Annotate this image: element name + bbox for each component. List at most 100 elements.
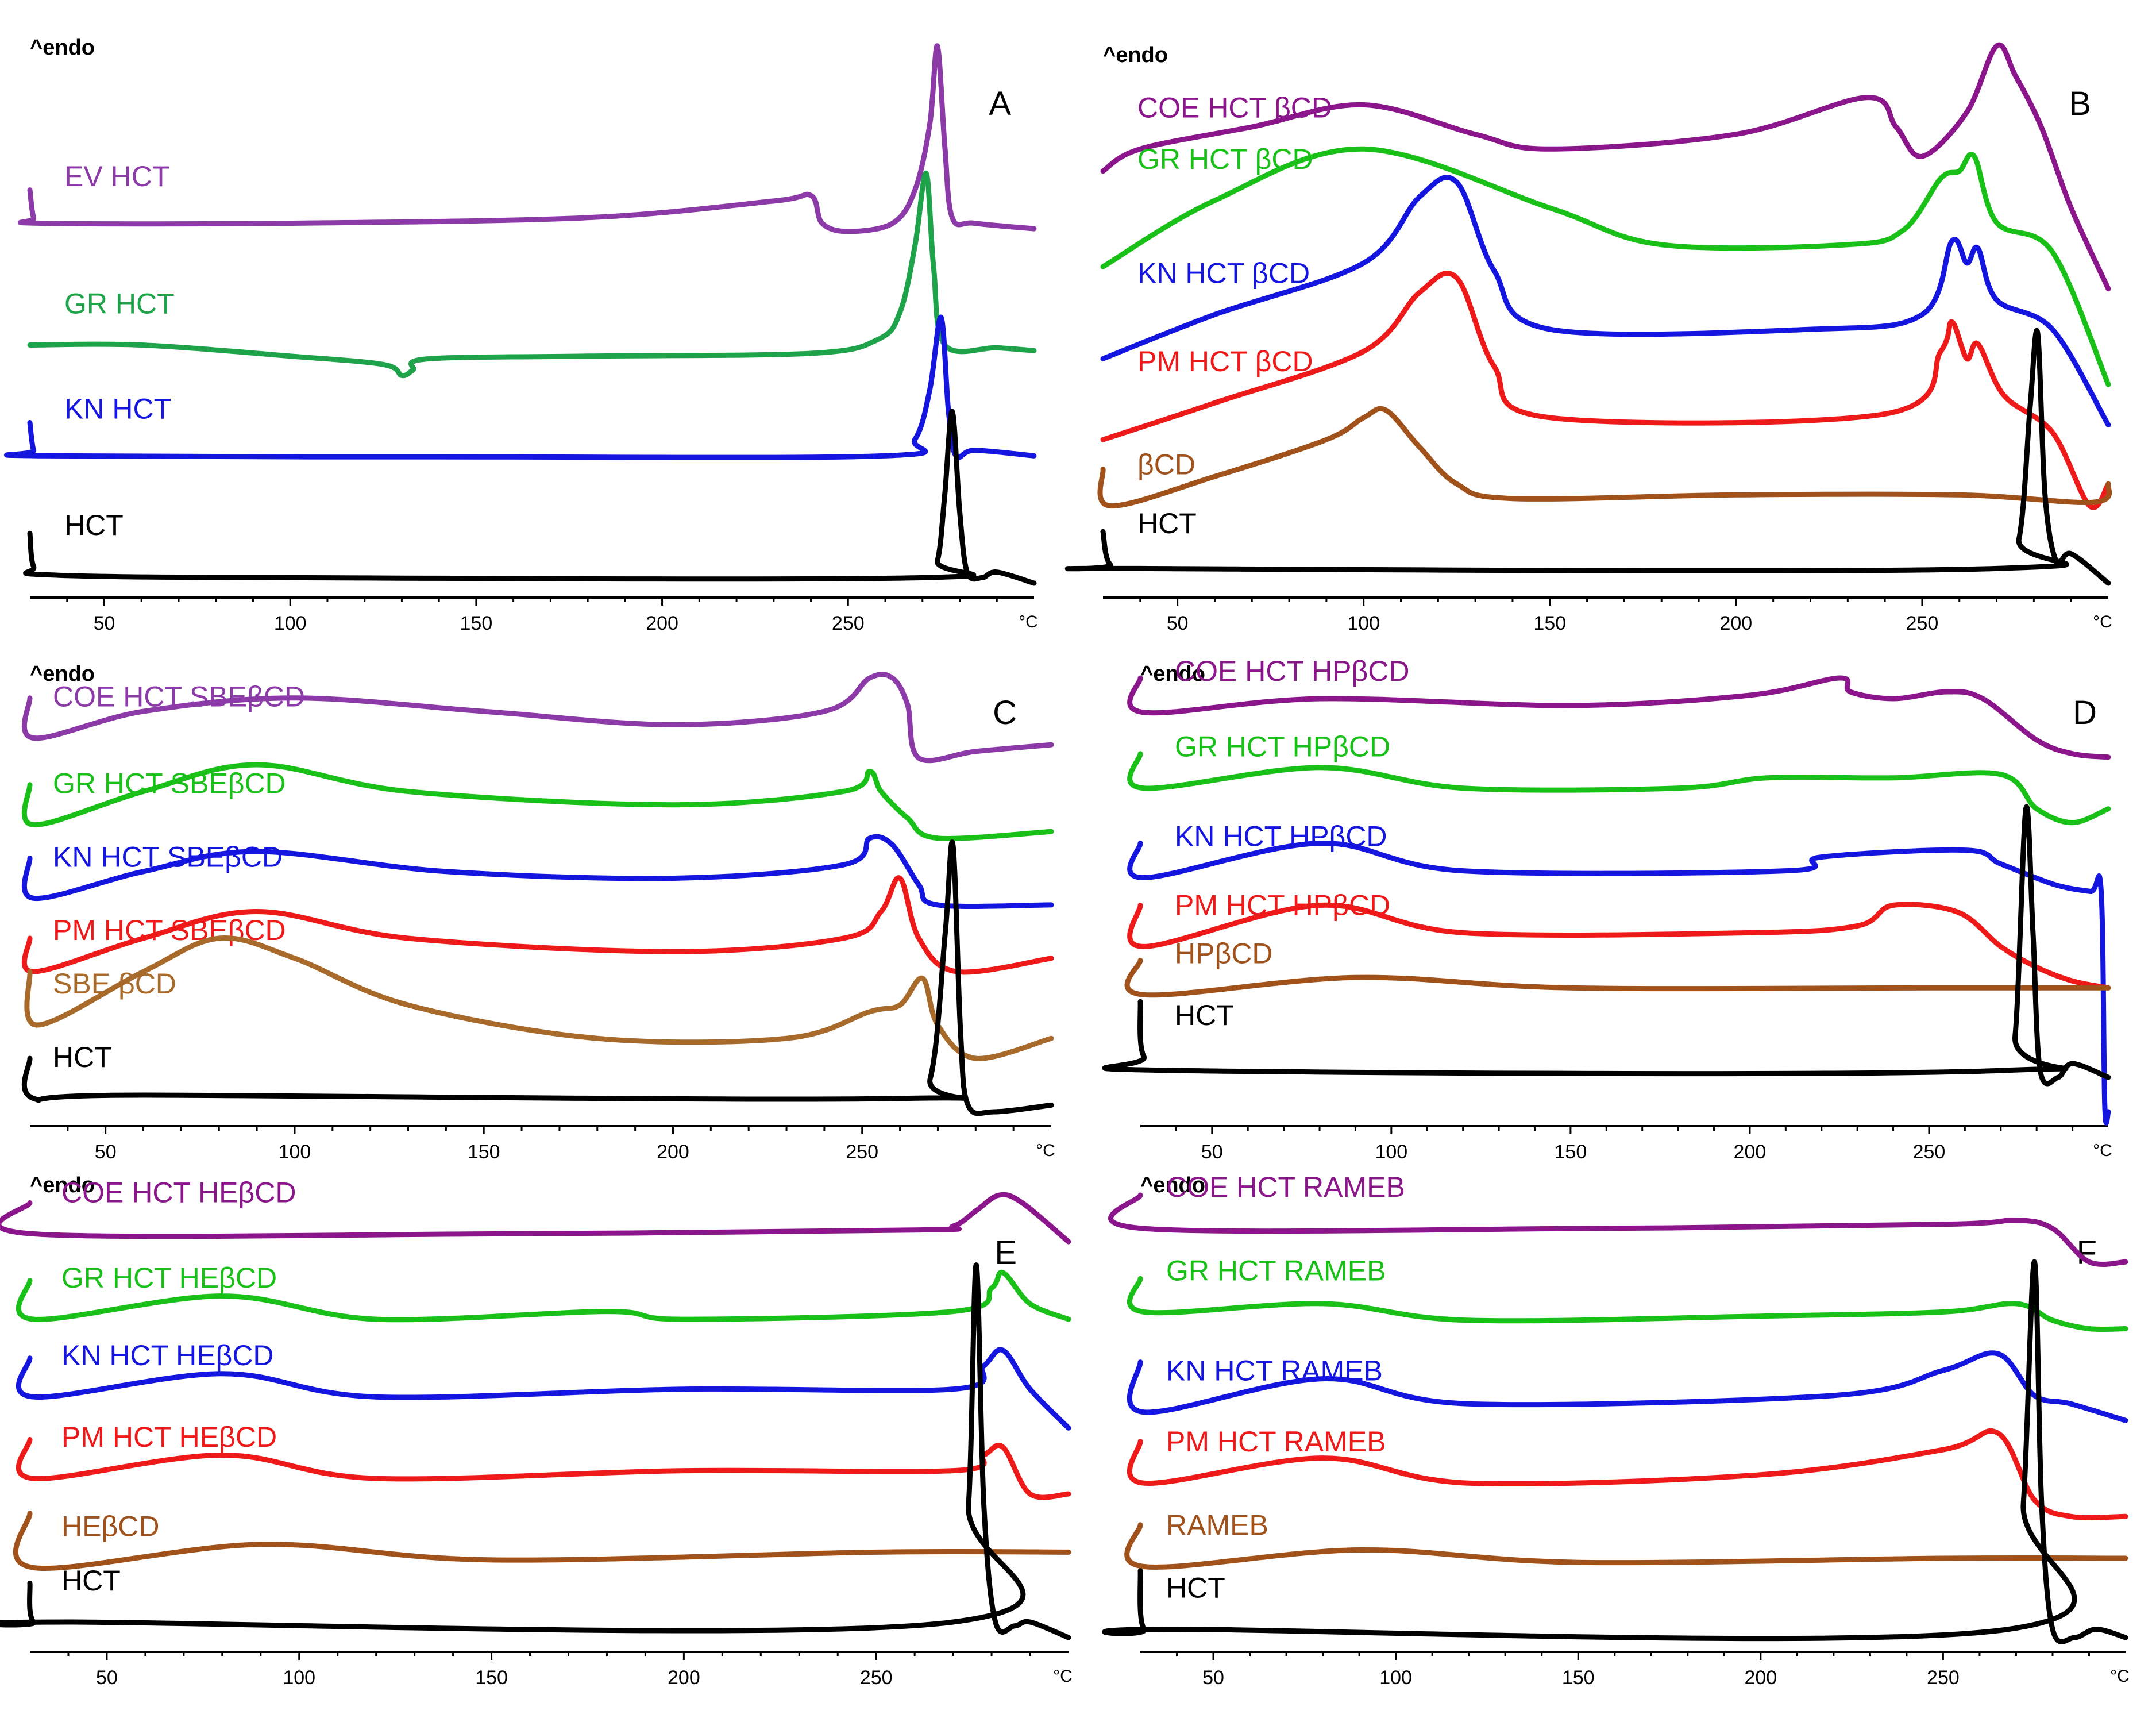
series-line-gr-hct-cd <box>1100 146 2111 387</box>
series-label: HCT <box>1175 999 1234 1031</box>
panel-letter: D <box>2073 694 2097 731</box>
panel-A: 50 100 150 200 250 °C ^endo A EV HCT GR HCT KN HCT… <box>4 36 1038 634</box>
series-line-coe-hct-cd <box>1100 42 2111 292</box>
x-tick-label: 150 <box>1562 1667 1595 1689</box>
series-line-gr-hct-he-cd <box>16 1270 1071 1323</box>
series-line-hct <box>0 1262 1071 1640</box>
series-label: COE HCT RAMEB <box>1166 1171 1405 1203</box>
x-tick-label: 50 <box>95 1141 117 1163</box>
x-tick-label: 250 <box>860 1667 893 1689</box>
series-line-pm-hct-sbe-cd <box>21 875 1054 975</box>
x-tick-label: 50 <box>1167 612 1189 634</box>
series-line-ev-hct <box>18 43 1037 234</box>
series-line-kn-hct-sbe-cd <box>21 834 1054 909</box>
x-tick-label: 150 <box>1555 1141 1587 1163</box>
series-line-coe-hct-hp-cd <box>1127 675 2111 760</box>
endo-label: ^endo <box>1140 662 1205 686</box>
x-tick-label: 150 <box>468 1141 500 1163</box>
x-unit-label: °C <box>1019 612 1038 631</box>
x-tick-label: 200 <box>668 1667 700 1689</box>
panel-letter: E <box>994 1234 1017 1272</box>
series-label: GR HCT HEβCD <box>61 1262 277 1294</box>
series-label: HCT <box>1166 1571 1225 1604</box>
series-line-pm-hct-rameb <box>1127 1428 2128 1520</box>
series-label: HCT <box>64 509 124 541</box>
series-label: GR HCT HPβCD <box>1175 731 1390 763</box>
x-unit-label: °C <box>1053 1667 1073 1686</box>
series-label: EV HCT <box>64 160 169 192</box>
series-label: RAMEB <box>1166 1509 1268 1542</box>
series-label: PM HCT HEβCD <box>61 1421 277 1453</box>
x-unit-label: °C <box>2093 1141 2112 1160</box>
series-label: KN HCT HPβCD <box>1175 820 1387 853</box>
endo-label: ^endo <box>30 36 95 60</box>
x-tick-label: 200 <box>1734 1141 1767 1163</box>
series-label: COE HCT HEβCD <box>61 1177 296 1209</box>
panel-C: 50 100 150 200 250 °C ^endo C COE HCT SBEβCD GR H… <box>21 662 1055 1163</box>
series-label: PM HCT RAMEB <box>1166 1426 1386 1458</box>
x-tick-label: 250 <box>846 1141 878 1163</box>
series-label: KN HCT <box>64 393 171 425</box>
endo-label: ^endo <box>30 1173 95 1197</box>
panel-letter: A <box>989 85 1011 122</box>
series-line-hct <box>1102 1259 2128 1644</box>
series-label: HPβCD <box>1175 937 1272 969</box>
x-tick-label: 50 <box>1201 1141 1223 1163</box>
series-label: SBE βCD <box>53 968 176 1000</box>
series-line-gr-hct-hp-cd <box>1127 751 2111 826</box>
series-line-coe-hct-sbe-cd <box>21 671 1054 764</box>
x-tick-label: 250 <box>832 612 865 634</box>
series-line--cd <box>1097 406 2112 509</box>
series-label: HCT <box>53 1041 112 1073</box>
x-tick-label: 250 <box>1906 612 1939 634</box>
endo-label: ^endo <box>1103 43 1168 67</box>
x-tick-label: 50 <box>1202 1667 1224 1689</box>
x-tick-label: 100 <box>1379 1667 1412 1689</box>
x-tick-label: 150 <box>475 1667 508 1689</box>
series-line-rameb <box>1124 1522 2128 1570</box>
series-line-hp-cd <box>1124 957 2111 998</box>
series-label: COE HCT βCD <box>1137 91 1332 124</box>
x-unit-label: °C <box>2093 612 2112 631</box>
x-tick-label: 100 <box>274 612 307 634</box>
x-tick-label: 200 <box>646 612 678 634</box>
series-label: KN HCT SBEβCD <box>53 841 283 873</box>
endo-label: ^endo <box>30 662 95 686</box>
series-line-hct <box>23 409 1037 586</box>
series-label: KN HCT RAMEB <box>1166 1355 1383 1387</box>
series-line-gr-hct-rameb <box>1127 1276 2128 1332</box>
series-label: GR HCT <box>64 288 175 320</box>
x-tick-label: 200 <box>657 1141 689 1163</box>
series-label: COE HCT SBEβCD <box>53 681 305 713</box>
series-line-coe-hct-rameb <box>1108 1192 2128 1268</box>
series-line-he-cd <box>13 1511 1071 1571</box>
x-tick-label: 150 <box>460 612 493 634</box>
series-label: PM HCT βCD <box>1137 345 1313 377</box>
series-line-hct <box>1102 804 2111 1087</box>
series-label: βCD <box>1137 449 1195 481</box>
series-line-pm-hct-he-cd <box>16 1437 1071 1500</box>
series-label: HEβCD <box>61 1510 159 1542</box>
x-tick-label: 100 <box>1347 612 1380 634</box>
x-unit-label: °C <box>1036 1141 1055 1160</box>
series-label: HCT <box>61 1565 121 1597</box>
series-line-pm-hct-hp-cd <box>1127 902 2111 991</box>
series-line-hct <box>1064 328 2111 586</box>
x-tick-label: 250 <box>1927 1667 1960 1689</box>
panel-letter: B <box>2069 85 2091 122</box>
x-tick-label: 100 <box>283 1667 315 1689</box>
endo-label: ^endo <box>1140 1173 1205 1197</box>
series-label: COE HCT HPβCD <box>1175 655 1409 687</box>
series-label: KN HCT HEβCD <box>61 1339 274 1372</box>
series-line-gr-hct <box>27 171 1037 379</box>
panel-D: 50 100 150 200 250 °C ^endo D COE HCT HPβCD GR HC… <box>1102 655 2112 1163</box>
series-label: GR HCT RAMEB <box>1166 1254 1386 1286</box>
series-line-gr-hct-sbe-cd <box>21 762 1054 841</box>
panel-E: 50 100 150 200 250 °C ^endo E COE HCT HEβCD GR HC… <box>0 1173 1073 1689</box>
series-label: PM HCT HPβCD <box>1175 889 1390 921</box>
series-label: KN HCT βCD <box>1137 257 1310 290</box>
series-line-kn-hct-rameb <box>1127 1350 2128 1423</box>
x-tick-label: 200 <box>1744 1667 1777 1689</box>
